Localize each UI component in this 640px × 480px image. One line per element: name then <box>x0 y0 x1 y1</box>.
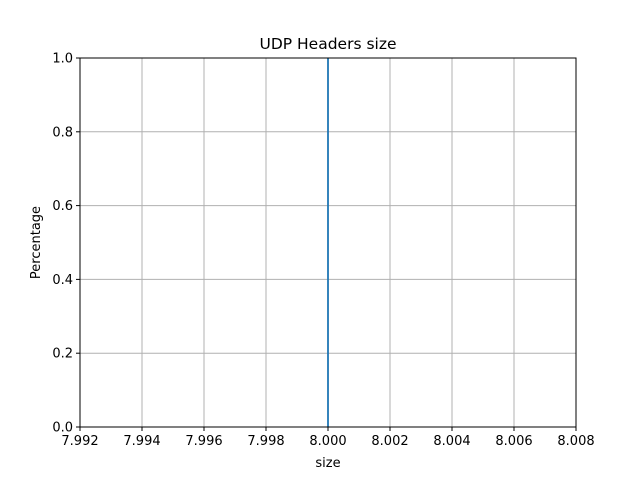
x-tick-label: 8.004 <box>433 434 470 449</box>
y-tick-label: 0.4 <box>52 273 73 288</box>
x-tick-label: 7.998 <box>247 434 284 449</box>
x-tick-label: 8.000 <box>309 434 346 449</box>
y-axis-title: Percentage <box>29 206 44 279</box>
y-tick-label: 0.2 <box>52 347 73 362</box>
y-tick-label: 0.8 <box>52 125 73 140</box>
axis-ticks: 7.992 7.994 7.996 7.998 8.000 8.002 8.004 8.006… <box>52 52 594 450</box>
y-tick-label: 1.0 <box>52 52 73 67</box>
chart-title: UDP Headers size <box>259 35 396 53</box>
x-tick-label: 7.992 <box>61 434 98 449</box>
x-tick-label: 7.994 <box>123 434 160 449</box>
x-tick-label: 8.008 <box>557 434 594 449</box>
x-axis-title: size <box>315 456 340 471</box>
y-tick-label: 0.0 <box>52 421 73 436</box>
y-tick-label: 0.6 <box>52 199 73 214</box>
x-tick-label: 8.002 <box>371 434 408 449</box>
x-tick-label: 8.006 <box>495 434 532 449</box>
x-tick-label: 7.996 <box>185 434 222 449</box>
